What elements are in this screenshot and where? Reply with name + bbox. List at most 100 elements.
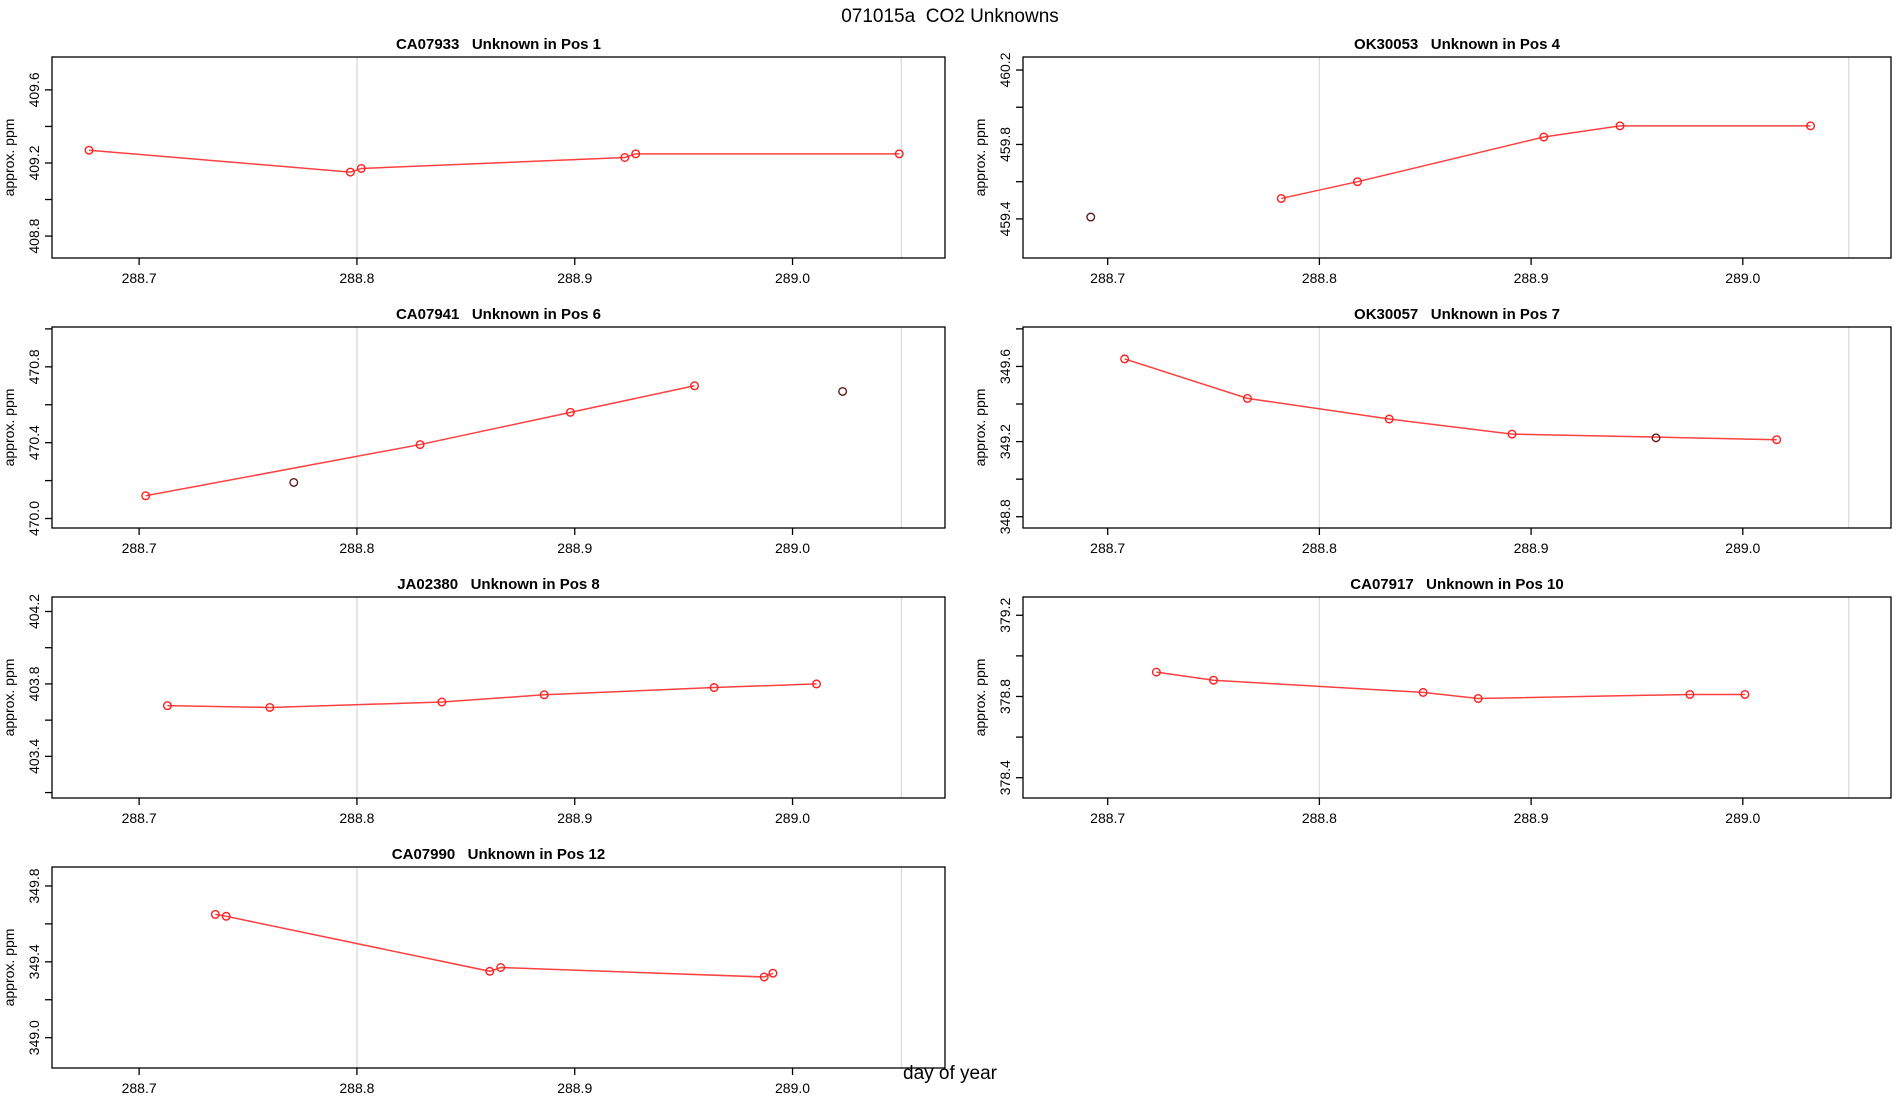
chart-panel-6: 288.7 288.8 288.9 289.0 378.4 378.8 379.2 appro… bbox=[950, 570, 1900, 845]
x-tick-label: 289.0 bbox=[1725, 540, 1760, 556]
data-point bbox=[356, 163, 366, 173]
data-point bbox=[709, 683, 719, 693]
chart-svg: 288.7 288.8 288.9 289.0 408.8 409.2 409.6 appro… bbox=[1, 36, 946, 286]
data-point bbox=[1539, 132, 1549, 142]
series-line bbox=[1156, 671, 1745, 700]
y-tick-label: 409.2 bbox=[26, 145, 42, 180]
chart-title: OK30057 Unknown in Pos 7 bbox=[1354, 306, 1560, 323]
chart-svg: 288.7 288.8 288.9 289.0 459.4 459.8 460.2 appro… bbox=[972, 36, 1892, 286]
x-tick-label: 289.0 bbox=[775, 1080, 810, 1096]
chart-svg: 288.7 288.8 288.9 289.0 470.0 470.4 470.8 appro… bbox=[1, 306, 946, 556]
y-tick-label: 379.2 bbox=[997, 598, 1013, 633]
y-tick-label: 349.2 bbox=[997, 424, 1013, 459]
data-point bbox=[162, 701, 172, 711]
series-line bbox=[215, 913, 774, 978]
flagged-data-point bbox=[1651, 433, 1661, 443]
y-tick-label: 460.2 bbox=[997, 52, 1013, 87]
y-axis-label: approx. ppm bbox=[1, 119, 17, 197]
y-tick-label: 349.6 bbox=[997, 349, 1013, 384]
y-axis-label: approx. ppm bbox=[1, 659, 17, 737]
data-point bbox=[1473, 694, 1483, 704]
x-tick-label: 288.9 bbox=[557, 1080, 592, 1096]
plot-box bbox=[51, 326, 946, 529]
series-line bbox=[88, 149, 900, 173]
data-point bbox=[1740, 689, 1750, 699]
data-point bbox=[690, 381, 700, 391]
plot-box bbox=[1022, 326, 1892, 529]
x-tick-label: 288.9 bbox=[1514, 540, 1549, 556]
chart-panel-2: 288.7 288.8 288.9 289.0 459.4 459.8 460.2 appro… bbox=[950, 30, 1900, 305]
y-tick-label: 404.2 bbox=[26, 594, 42, 629]
plot-box bbox=[1022, 596, 1892, 799]
data-point bbox=[631, 149, 641, 159]
data-point bbox=[1151, 667, 1161, 677]
x-tick-label: 289.0 bbox=[775, 810, 810, 826]
data-point bbox=[1120, 354, 1130, 364]
data-point bbox=[620, 152, 630, 162]
x-tick-label: 288.8 bbox=[339, 540, 374, 556]
y-tick-label: 470.0 bbox=[26, 501, 42, 536]
data-point bbox=[1615, 121, 1625, 131]
data-point bbox=[210, 909, 220, 919]
x-tick-label: 288.8 bbox=[1302, 810, 1337, 826]
data-point bbox=[1352, 177, 1362, 187]
data-point bbox=[1418, 687, 1428, 697]
x-tick-label: 289.0 bbox=[1725, 810, 1760, 826]
x-tick-label: 288.7 bbox=[122, 810, 157, 826]
data-point bbox=[1242, 393, 1252, 403]
x-tick-label: 288.8 bbox=[339, 810, 374, 826]
data-point bbox=[565, 407, 575, 417]
data-point bbox=[1384, 414, 1394, 424]
series-line bbox=[1281, 125, 1811, 200]
y-tick-label: 408.8 bbox=[26, 218, 42, 253]
data-point bbox=[1507, 429, 1517, 439]
y-tick-label: 470.4 bbox=[26, 425, 42, 460]
data-point bbox=[415, 440, 425, 450]
y-axis-label: approx. ppm bbox=[1, 389, 17, 467]
y-tick-label: 470.8 bbox=[26, 349, 42, 384]
y-axis-label: approx. ppm bbox=[972, 119, 988, 197]
x-tick-label: 288.8 bbox=[1302, 270, 1337, 286]
x-tick-label: 288.8 bbox=[1302, 540, 1337, 556]
chart-svg: 288.7 288.8 288.9 289.0 378.4 378.8 379.2 appro… bbox=[972, 576, 1892, 826]
data-point bbox=[141, 491, 151, 501]
x-tick-label: 288.7 bbox=[1090, 540, 1125, 556]
x-tick-label: 288.9 bbox=[557, 270, 592, 286]
chart-title: OK30053 Unknown in Pos 4 bbox=[1354, 36, 1561, 53]
x-tick-label: 288.9 bbox=[557, 810, 592, 826]
y-tick-label: 348.8 bbox=[997, 499, 1013, 534]
x-tick-label: 288.8 bbox=[339, 1080, 374, 1096]
data-point bbox=[1276, 193, 1286, 203]
chart-svg: 288.7 288.8 288.9 289.0 348.8 349.2 349.6 appro… bbox=[972, 306, 1892, 556]
series-line bbox=[145, 385, 695, 497]
chart-title: CA07990 Unknown in Pos 12 bbox=[392, 846, 605, 863]
plot-box bbox=[1022, 56, 1892, 259]
x-tick-label: 289.0 bbox=[1725, 270, 1760, 286]
x-tick-label: 288.9 bbox=[557, 540, 592, 556]
data-point bbox=[496, 962, 506, 972]
plot-box bbox=[51, 596, 946, 799]
x-tick-label: 288.7 bbox=[122, 540, 157, 556]
data-point bbox=[768, 968, 778, 978]
x-tick-label: 288.9 bbox=[1514, 270, 1549, 286]
data-point bbox=[759, 972, 769, 982]
x-tick-label: 288.7 bbox=[1090, 270, 1125, 286]
data-point bbox=[894, 149, 904, 159]
y-axis-label: approx. ppm bbox=[1, 929, 17, 1007]
data-point bbox=[539, 690, 549, 700]
y-tick-label: 349.4 bbox=[26, 944, 42, 979]
x-tick-label: 288.8 bbox=[339, 270, 374, 286]
chart-title: CA07941 Unknown in Pos 6 bbox=[396, 306, 601, 323]
series-line bbox=[1124, 358, 1777, 441]
flagged-data-point bbox=[1086, 212, 1096, 222]
x-tick-label: 289.0 bbox=[775, 270, 810, 286]
y-tick-label: 409.6 bbox=[26, 72, 42, 107]
chart-panel-3: 288.7 288.8 288.9 289.0 470.0 470.4 470.8 appro… bbox=[0, 300, 950, 575]
data-point bbox=[1806, 121, 1816, 131]
data-point bbox=[1772, 435, 1782, 445]
x-axis-label: day of year bbox=[903, 1063, 997, 1084]
chart-title: CA07933 Unknown in Pos 1 bbox=[396, 36, 601, 53]
y-tick-label: 349.0 bbox=[26, 1020, 42, 1055]
x-tick-label: 289.0 bbox=[775, 540, 810, 556]
